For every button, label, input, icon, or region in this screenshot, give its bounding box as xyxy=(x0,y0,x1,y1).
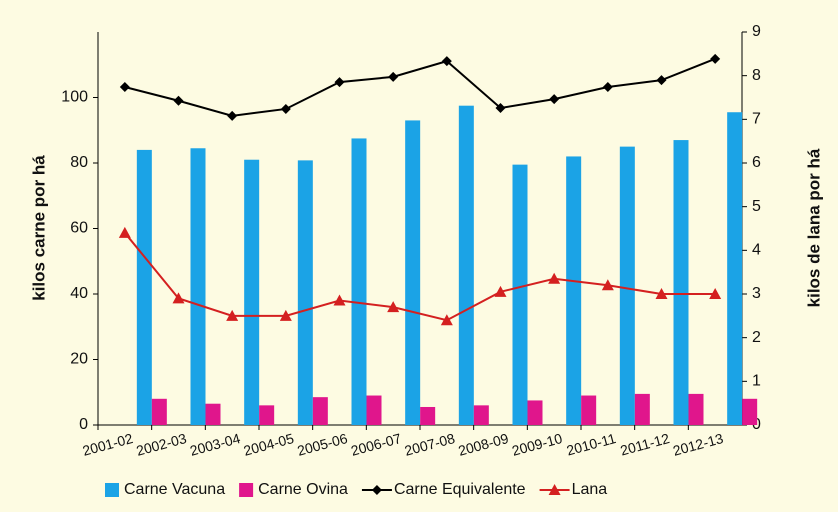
point xyxy=(494,285,507,297)
legend-swatch xyxy=(239,483,254,497)
bar xyxy=(351,138,367,425)
y2-tick-label: 3 xyxy=(752,285,761,302)
legend-label: Carne Equivalente xyxy=(394,481,526,498)
y2-tick-label: 1 xyxy=(752,373,761,390)
bar xyxy=(151,398,167,425)
point xyxy=(656,75,667,86)
y-tick-label: 80 xyxy=(70,154,88,171)
point xyxy=(387,301,400,313)
y2-axis-label: kilos de lana por há xyxy=(804,148,823,307)
point xyxy=(710,53,721,64)
y2-tick-label: 2 xyxy=(752,329,761,346)
bar xyxy=(259,405,275,425)
point xyxy=(602,82,613,93)
y2-tick-label: 6 xyxy=(752,154,761,171)
bar xyxy=(688,393,704,425)
point xyxy=(549,94,560,105)
bar xyxy=(566,156,582,425)
point xyxy=(655,288,668,299)
y2-tick-label: 9 xyxy=(752,23,761,40)
bar xyxy=(619,146,635,425)
bar xyxy=(136,149,152,425)
y-tick-label: 100 xyxy=(61,89,88,106)
point xyxy=(495,102,506,113)
bar xyxy=(727,112,743,426)
y2-tick-label: 4 xyxy=(752,242,761,259)
point xyxy=(173,95,184,106)
y-tick-label: 20 xyxy=(70,351,88,368)
point xyxy=(334,77,345,88)
bar xyxy=(205,403,221,425)
line xyxy=(124,232,716,322)
y-tick-label: 0 xyxy=(79,416,88,433)
legend-label: Carne Vacuna xyxy=(124,481,225,498)
point xyxy=(118,226,131,238)
y2-tick-label: 5 xyxy=(752,198,761,215)
y-tick-label: 60 xyxy=(70,220,88,237)
legend-label: Carne Ovina xyxy=(258,481,348,498)
point xyxy=(548,272,561,284)
point xyxy=(440,314,453,326)
bar xyxy=(366,395,382,425)
legend-marker xyxy=(371,485,382,495)
point xyxy=(226,309,239,321)
bar xyxy=(512,164,528,425)
point xyxy=(280,103,291,114)
bar xyxy=(527,400,543,425)
bar xyxy=(312,397,328,425)
point xyxy=(227,110,238,121)
legend-swatch xyxy=(105,483,119,497)
bar xyxy=(458,105,474,425)
bar xyxy=(297,160,313,425)
point xyxy=(119,82,130,93)
bar xyxy=(673,140,689,425)
point xyxy=(601,279,614,291)
y2-tick-label: 7 xyxy=(752,111,761,128)
y-tick-label: 40 xyxy=(70,285,88,302)
point xyxy=(172,292,185,304)
line xyxy=(124,57,716,117)
point xyxy=(709,288,722,299)
bar xyxy=(634,393,650,425)
point xyxy=(388,71,399,82)
legend-marker xyxy=(548,484,561,495)
y-axis-label: kilos carne por há xyxy=(29,155,48,301)
bar xyxy=(405,120,421,426)
bar xyxy=(244,159,260,425)
bar xyxy=(581,395,597,425)
bar xyxy=(420,406,436,425)
bar xyxy=(473,405,489,425)
point xyxy=(279,309,292,321)
bar xyxy=(742,398,758,425)
point xyxy=(441,56,452,67)
y2-tick-label: 8 xyxy=(752,67,761,84)
bar xyxy=(190,148,206,425)
point xyxy=(333,294,346,306)
legend-label: Lana xyxy=(572,481,608,498)
